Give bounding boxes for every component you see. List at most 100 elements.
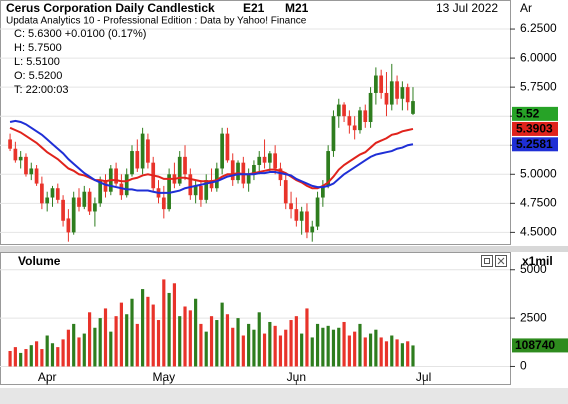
price-label-box — [512, 106, 558, 121]
candle-body — [352, 125, 357, 131]
candle-body — [87, 191, 92, 212]
candle-body — [40, 183, 44, 204]
candle-body — [50, 188, 55, 198]
volume-bar — [119, 302, 123, 367]
volume-bar — [183, 306, 187, 367]
indicator-line — [9, 119, 414, 194]
candle-body — [400, 87, 405, 99]
info-line: H: 5.7500 — [14, 42, 62, 54]
candle-body — [278, 168, 283, 181]
x-tick-label: May — [152, 370, 175, 384]
candle-body — [299, 211, 304, 221]
price-label: 5.52 — [516, 107, 540, 121]
panel-button[interactable] — [481, 255, 493, 267]
volume-bar — [294, 316, 298, 367]
volume-bar — [241, 335, 245, 367]
volume-bar — [363, 337, 367, 367]
candle-body — [267, 153, 272, 163]
volume-bar — [162, 279, 166, 367]
candle-body — [161, 197, 166, 210]
volume-bar — [278, 335, 283, 367]
volume-bar — [40, 349, 44, 367]
volume-bar — [215, 320, 219, 367]
candle-body — [358, 110, 362, 131]
info-line: O: 5.5200 — [14, 70, 62, 82]
volume-label: 108740 — [515, 338, 555, 352]
candle-body — [103, 180, 108, 192]
candle-body — [289, 203, 293, 210]
volume-bar — [135, 323, 139, 367]
candle-body — [45, 197, 50, 204]
volume-bar — [257, 312, 261, 367]
subtitle: Updata Analytics 10 - Professional Editi… — [6, 16, 307, 27]
candle-body — [246, 174, 251, 184]
y-tick-label: 5.0000 — [520, 166, 557, 180]
y-tick-label: 6.2500 — [520, 21, 557, 35]
candle-body — [8, 139, 12, 149]
y-tick-label: 4.5000 — [520, 225, 557, 239]
volume-bar — [82, 333, 86, 367]
corner-label: Ar — [520, 1, 532, 15]
volume-bar — [284, 329, 288, 367]
volume-label-box — [512, 338, 568, 353]
volume-bar — [151, 304, 155, 367]
volume-bar — [77, 337, 81, 367]
candle-body — [209, 180, 214, 189]
volume-bar — [273, 325, 277, 367]
candle-body — [146, 139, 150, 163]
price-label: 5.2581 — [516, 137, 553, 151]
y-tick-label: 4.7500 — [520, 196, 557, 210]
candle-body — [199, 185, 203, 200]
volume-bar — [50, 343, 55, 367]
candle-body — [230, 160, 235, 181]
candle-body — [71, 197, 76, 233]
candle-body — [347, 116, 352, 126]
candle-body — [331, 116, 336, 152]
candle-body — [262, 156, 267, 163]
x-tick-label: Jul — [416, 370, 431, 384]
candle-body — [61, 199, 65, 221]
candle-body — [241, 162, 246, 184]
candle-body — [66, 218, 71, 233]
candle-body — [363, 110, 368, 122]
volume-bar — [45, 335, 49, 367]
volume-bar — [342, 321, 346, 367]
candle-body — [135, 151, 140, 169]
candle-body — [34, 168, 39, 184]
y-tick-label: 0 — [520, 359, 527, 373]
candle-body — [273, 153, 278, 169]
candle-body — [130, 151, 134, 175]
volume-bar — [114, 316, 118, 367]
volume-bar — [262, 333, 267, 367]
legend-entry: E21 — [243, 1, 265, 15]
chart-title: Cerus Corporation Daily Candlestick — [6, 1, 215, 15]
candle-body — [93, 203, 97, 212]
candle-body — [283, 180, 288, 204]
candle-body — [236, 162, 240, 181]
volume-bar — [29, 345, 33, 367]
candle-body — [55, 188, 60, 200]
candle-body — [379, 75, 384, 93]
candle-body — [405, 87, 410, 103]
volume-bar — [103, 308, 108, 367]
volume-bar — [379, 337, 383, 367]
info-line: T: 22:00:03 — [14, 84, 68, 96]
y-tick-label: 5.7500 — [520, 79, 557, 93]
volume-bar — [289, 320, 293, 367]
volume-bar — [411, 345, 415, 367]
volume-bar — [374, 329, 378, 367]
volume-bar — [72, 323, 76, 367]
volume-bar — [337, 327, 341, 367]
volume-bar — [34, 341, 39, 367]
candle-body — [18, 156, 23, 161]
candle-body — [82, 191, 87, 207]
volume-bar — [247, 323, 251, 367]
candle-body — [193, 185, 198, 196]
candle-body — [315, 197, 320, 227]
candle-body — [305, 211, 309, 233]
price-label-box — [512, 137, 558, 152]
volume-bar — [98, 318, 102, 367]
volume-bar — [109, 331, 113, 367]
candle-body — [326, 151, 331, 186]
info-line: L: 5.5100 — [14, 56, 60, 68]
